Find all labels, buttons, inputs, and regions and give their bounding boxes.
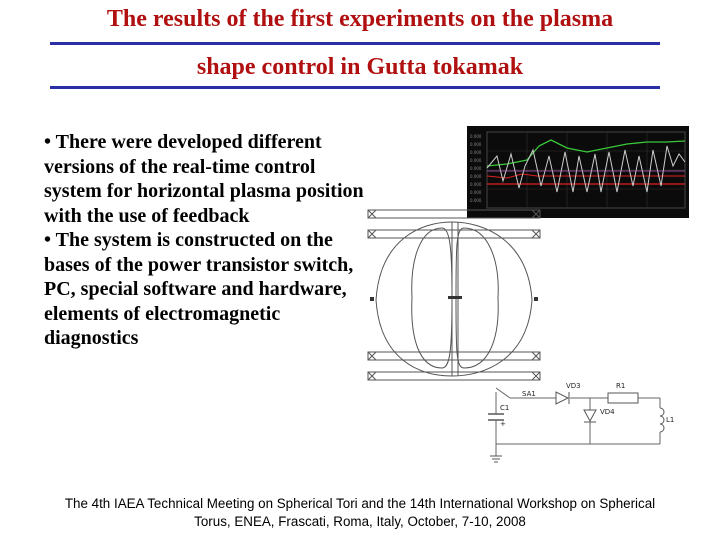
footer-citation: The 4th IAEA Technical Meeting on Spheri…: [10, 495, 710, 531]
svg-text:0.000: 0.000: [470, 166, 482, 171]
circuit-schematic: VD3 R1 SA1 C1 + VD4 L1: [367, 209, 674, 463]
bullet-item-2: • The system is constructed on the bases…: [44, 229, 354, 349]
svg-text:0.000: 0.000: [470, 182, 482, 187]
svg-text:0.000: 0.000: [470, 198, 482, 203]
bullet-list: • There were developed different version…: [44, 130, 364, 351]
svg-text:0.000: 0.000: [470, 158, 482, 163]
title-divider-bottom: [50, 86, 660, 89]
label-l1: L1: [666, 416, 674, 424]
svg-text:0.000: 0.000: [470, 190, 482, 195]
label-sa1: SA1: [522, 390, 536, 398]
coil-bar-1: [367, 209, 541, 219]
coil-bar-4: [367, 371, 541, 381]
svg-text:0.000: 0.000: [470, 134, 482, 139]
svg-text:0.000: 0.000: [470, 174, 482, 179]
coil-bar-2: [367, 229, 541, 239]
footer-line-1: The 4th IAEA Technical Meeting on Spheri…: [64, 496, 656, 511]
svg-text:0.000: 0.000: [470, 150, 482, 155]
coil-bar-3: [367, 351, 541, 361]
bullet-item-1: • There were developed different version…: [44, 131, 364, 227]
oscillogram-image: 0.000 0.000 0.000 0.000 0.000 0.000 0.000 0.0…: [467, 126, 689, 218]
title-divider-top: [50, 42, 660, 45]
svg-text:0.000: 0.000: [470, 142, 482, 147]
slide-title-line-2: shape control in Gutta tokamak: [196, 54, 524, 80]
label-vd4: VD4: [600, 408, 615, 416]
slide-title-line-1: The results of the first experiments on …: [106, 6, 614, 32]
label-plus: +: [500, 420, 506, 428]
label-c1: C1: [500, 404, 509, 412]
label-vd3: VD3: [566, 382, 581, 390]
footer-line-2: Torus, ENEA, Frascati, Roma, Italy, Octo…: [194, 514, 526, 529]
label-r1: R1: [616, 382, 625, 390]
